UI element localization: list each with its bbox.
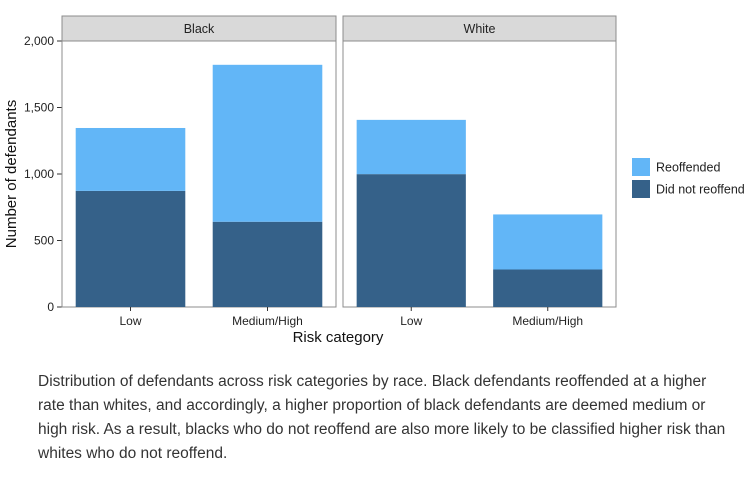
x-tick-label: Low (400, 314, 422, 328)
panel-white: White Low Medium/High (342, 15, 617, 328)
y-tick-label: 0 (47, 300, 54, 314)
legend: Reoffended Did not reoffend (632, 158, 745, 198)
y-tick-label: 1,000 (24, 167, 54, 181)
facet-panels: Black Low Medium/High White Low Medium/High (61, 15, 617, 328)
y-axis: 0 500 1,000 1,500 2,000 (24, 34, 62, 314)
bar-black-low-reoffended (75, 127, 186, 191)
facet-label-white: White (464, 22, 496, 36)
x-tick-label: Medium/High (512, 314, 583, 328)
x-tick-label: Medium/High (232, 314, 303, 328)
legend-label-did-not-reoffend: Did not reoffend (656, 183, 745, 197)
bar-black-medium-high-did-not-reoffend (212, 221, 323, 307)
bar-white-low-did-not-reoffend (356, 174, 466, 307)
figure-caption: Distribution of defendants across risk c… (38, 373, 726, 462)
y-axis-title: Number of defendants (3, 100, 20, 248)
facet-strip (342, 15, 617, 42)
bar-white-low-reoffended (356, 119, 466, 175)
legend-swatch-did-not-reoffend (632, 180, 650, 198)
legend-swatch-reoffended (632, 158, 650, 176)
panel-black: Black Low Medium/High (61, 15, 337, 328)
facet-label-black: Black (184, 22, 215, 36)
x-axis-title: Risk category (293, 329, 384, 346)
y-tick-label: 1,500 (24, 101, 54, 115)
bar-white-medium-high-did-not-reoffend (493, 269, 603, 307)
y-tick-label: 500 (34, 234, 54, 248)
bar-black-low-did-not-reoffend (75, 190, 186, 307)
legend-label-reoffended: Reoffended (656, 161, 720, 175)
bar-black-medium-high-reoffended (212, 64, 323, 222)
x-tick-label: Low (119, 314, 141, 328)
facet-strip (61, 15, 337, 42)
y-tick-label: 2,000 (24, 34, 54, 48)
bar-white-medium-high-reoffended (493, 214, 603, 270)
